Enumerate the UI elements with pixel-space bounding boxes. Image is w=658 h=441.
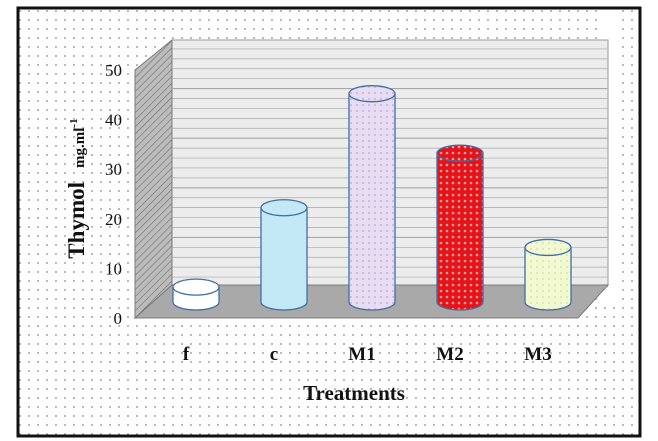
x-category-label: f [183, 344, 190, 365]
bar-c [260, 199, 308, 311]
bar-body [436, 152, 484, 311]
side-wall [134, 38, 173, 320]
y-tick-label: 0 [114, 309, 123, 328]
y-tick-label: 40 [105, 111, 122, 130]
x-category-label: M2 [436, 344, 463, 365]
bar-body [348, 93, 396, 311]
y-tick-label: 50 [105, 61, 122, 80]
bar-M3 [524, 238, 572, 311]
y-tick-label: 10 [105, 259, 122, 278]
y-tick-label: 30 [105, 160, 122, 179]
y-axis-unit: mg.ml [72, 128, 88, 168]
y-axis-unit-superscript: -1 [68, 118, 80, 127]
x-axis-title: Treatments [303, 381, 405, 405]
bar-body [524, 246, 572, 311]
bar-M2 [436, 144, 484, 311]
y-tick-label: 20 [105, 210, 122, 229]
bar-top [436, 144, 484, 162]
x-axis-categories: f c M1 M2 M3 [183, 344, 552, 365]
bar-top [260, 199, 308, 217]
y-axis-ticks: 0 10 20 30 40 50 [105, 61, 122, 328]
bar-top [172, 278, 220, 296]
bar-body [260, 207, 308, 311]
bar-M1 [348, 85, 396, 311]
x-category-label: c [270, 344, 278, 365]
x-category-label: M3 [524, 344, 551, 365]
bar-top [348, 85, 396, 103]
chart-border [16, 6, 642, 438]
y-axis-title-unit: mg.ml-1 [68, 118, 88, 168]
bar-f [172, 278, 220, 311]
y-axis-title: Thymol mg.ml-1 [64, 118, 89, 258]
x-category-label: M1 [348, 344, 375, 365]
y-axis-title-main: Thymol [64, 182, 89, 259]
bar-top [524, 238, 572, 257]
bars [172, 85, 572, 311]
